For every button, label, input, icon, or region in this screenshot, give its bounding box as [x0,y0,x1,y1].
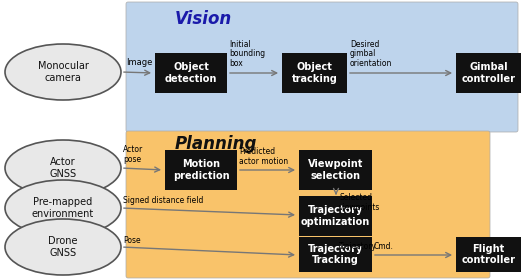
Text: Image: Image [126,58,153,67]
Text: Trajectory
Tracking: Trajectory Tracking [308,244,363,265]
FancyBboxPatch shape [126,131,490,278]
FancyBboxPatch shape [126,2,518,132]
Text: Trajectory
optimization: Trajectory optimization [301,205,370,227]
Text: Gimbal
controller: Gimbal controller [461,62,515,84]
Bar [299,150,372,190]
Bar [155,53,227,93]
Ellipse shape [5,219,121,275]
Bar [456,53,521,93]
Bar [456,237,521,272]
Text: Drone
GNSS: Drone GNSS [48,236,78,258]
Text: Flight
controller: Flight controller [461,244,515,265]
Text: Predicted
actor motion: Predicted actor motion [239,147,288,166]
Bar [165,150,237,190]
Text: Signed distance field: Signed distance field [123,196,204,205]
Text: Actor
pose: Actor pose [123,145,143,164]
Ellipse shape [5,180,121,236]
Text: Motion
prediction: Motion prediction [173,159,229,181]
Text: Vision: Vision [175,10,232,28]
Text: Viewpoint
selection: Viewpoint selection [308,159,363,181]
Bar [282,53,347,93]
Bar [299,237,372,272]
Ellipse shape [5,140,121,196]
Text: Actor
GNSS: Actor GNSS [49,157,77,179]
Text: Cmd.: Cmd. [374,242,394,251]
Text: Object
tracking: Object tracking [291,62,338,84]
Text: Selected
viewpoints: Selected viewpoints [339,193,380,212]
Ellipse shape [5,44,121,100]
Text: Desired
gimbal
orientation: Desired gimbal orientation [350,39,392,68]
Text: Pre-mapped
environment: Pre-mapped environment [32,197,94,219]
Text: Object
detection: Object detection [165,62,217,84]
Text: Trajectory: Trajectory [339,242,377,251]
Text: Monocular
camera: Monocular camera [37,61,88,83]
Bar [299,196,372,236]
Text: Initial
bounding
box: Initial bounding box [229,39,265,68]
Text: Planning: Planning [175,135,257,153]
Text: Pose: Pose [123,236,140,245]
